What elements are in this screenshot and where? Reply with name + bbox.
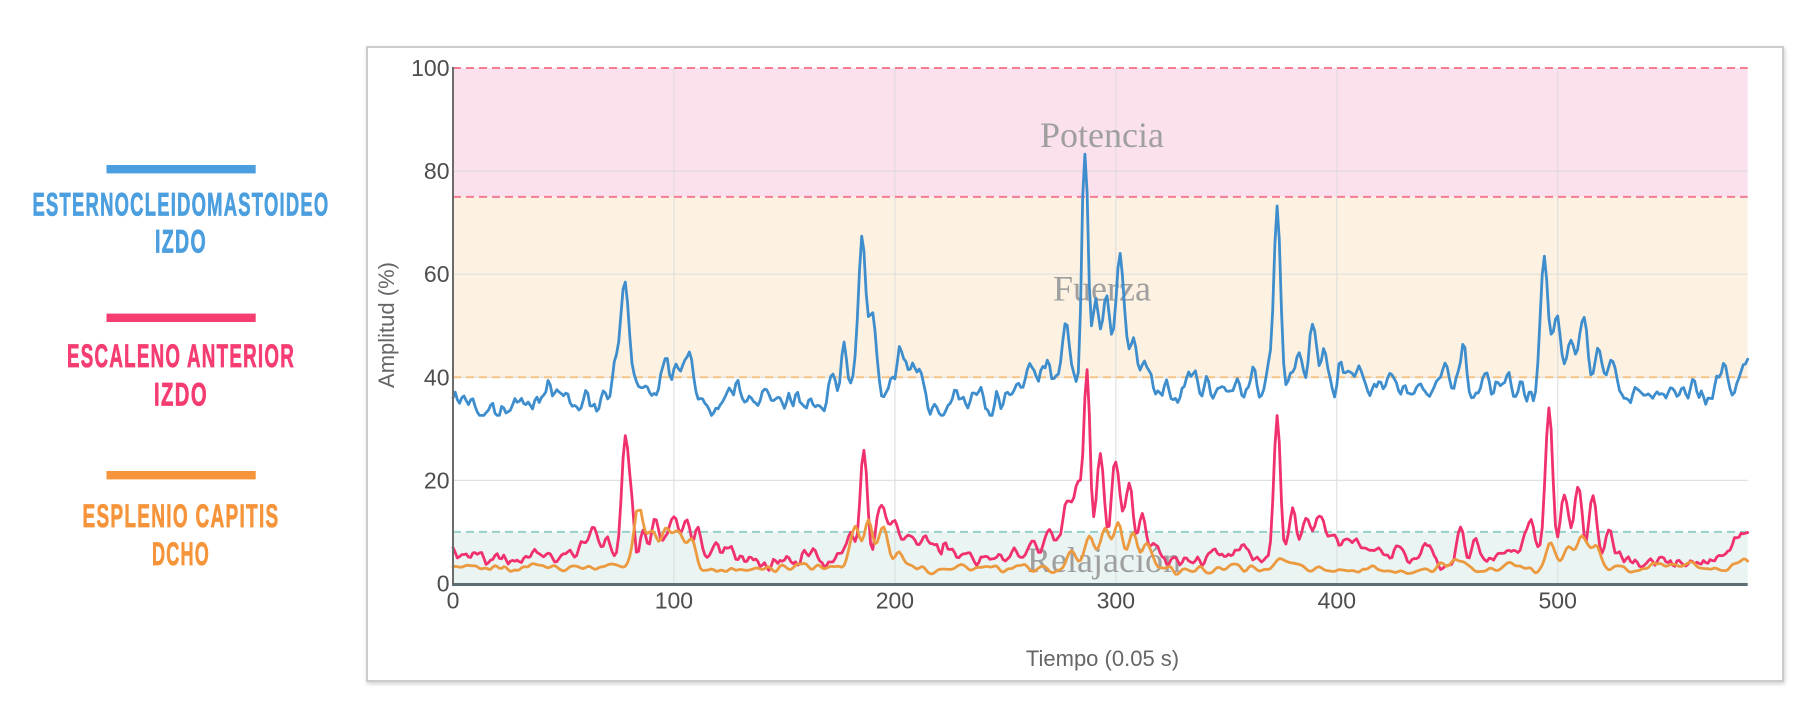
svg-text:DCHO: DCHO bbox=[152, 536, 210, 572]
svg-text:80: 80 bbox=[424, 158, 450, 184]
svg-text:IZDO: IZDO bbox=[154, 377, 208, 413]
svg-text:100: 100 bbox=[655, 588, 693, 614]
svg-text:0: 0 bbox=[447, 588, 460, 614]
svg-text:ESPLENIO CAPITIS: ESPLENIO CAPITIS bbox=[83, 498, 280, 534]
svg-text:500: 500 bbox=[1539, 588, 1577, 614]
svg-text:0: 0 bbox=[437, 571, 450, 597]
svg-text:40: 40 bbox=[424, 364, 450, 390]
svg-text:20: 20 bbox=[424, 467, 450, 493]
svg-text:ESTERNOCLEIDOMASTOIDEO: ESTERNOCLEIDOMASTOIDEO bbox=[33, 186, 330, 222]
svg-text:200: 200 bbox=[876, 588, 914, 614]
svg-text:Fuerza: Fuerza bbox=[1053, 269, 1151, 309]
svg-text:Tiempo (0.05 s): Tiempo (0.05 s) bbox=[1026, 646, 1179, 671]
svg-text:Amplitud (%): Amplitud (%) bbox=[374, 262, 399, 388]
svg-text:400: 400 bbox=[1318, 588, 1356, 614]
svg-text:300: 300 bbox=[1097, 588, 1135, 614]
svg-text:Potencia: Potencia bbox=[1040, 115, 1164, 155]
svg-text:100: 100 bbox=[411, 55, 449, 81]
svg-text:ESCALENO ANTERIOR: ESCALENO ANTERIOR bbox=[67, 338, 295, 374]
svg-text:60: 60 bbox=[424, 261, 450, 287]
svg-text:IZDO: IZDO bbox=[155, 224, 207, 260]
